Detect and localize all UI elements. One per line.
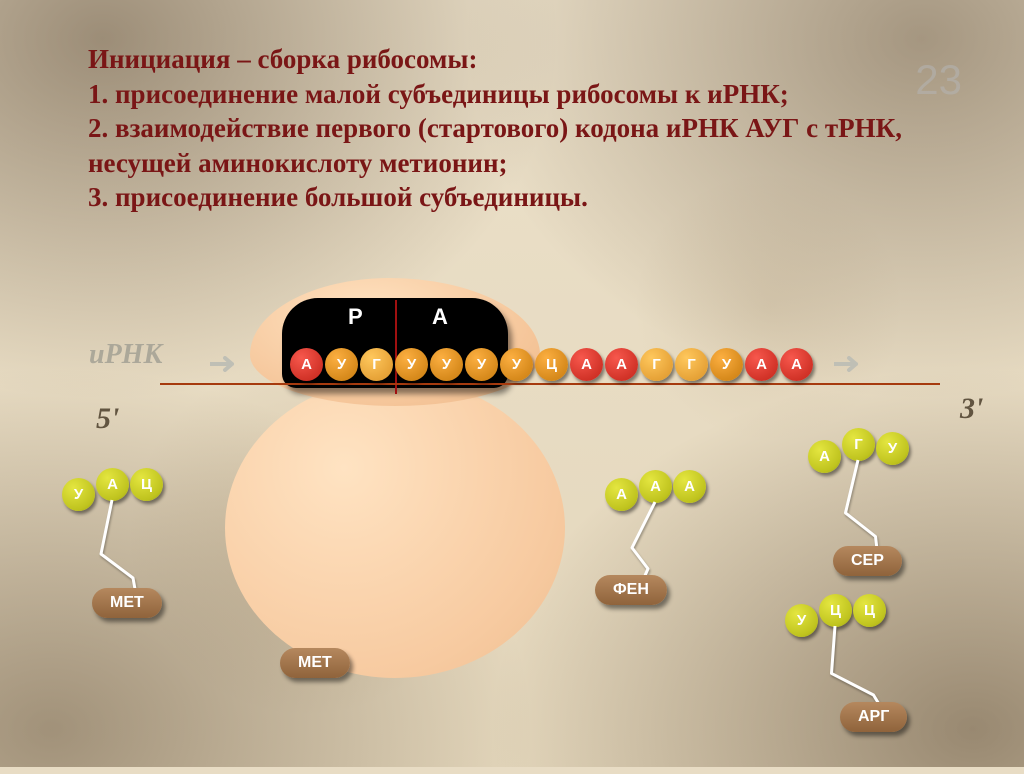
mrna-nt: Г	[675, 348, 708, 381]
mrna-nt: У	[500, 348, 533, 381]
amino-acid-pill: МЕТ	[280, 648, 350, 678]
mrna-label: иРНК	[89, 339, 162, 371]
trna-arg: УЦЦАРГ	[785, 594, 886, 627]
amino-acid-pill: СЕР	[833, 546, 902, 576]
mrna-nt: А	[290, 348, 323, 381]
mrna-nt: А	[605, 348, 638, 381]
amino-acid-pill: ФЕН	[595, 575, 667, 605]
mrna-nt: Г	[360, 348, 393, 381]
trna-backbone	[798, 448, 958, 608]
mrna-nt: У	[710, 348, 743, 381]
mrna-nt: Г	[640, 348, 673, 381]
mrna-nt: У	[325, 348, 358, 381]
site-label-a: А	[432, 304, 448, 330]
mrna-nt: А	[745, 348, 778, 381]
trna-ser: АГУСЕР	[808, 428, 909, 461]
mrna-nt: У	[430, 348, 463, 381]
ribosome-large-subunit	[225, 378, 565, 678]
trna-fen: АААФЕН	[605, 470, 706, 503]
mrna-nt: У	[395, 348, 428, 381]
mrna-nt: У	[465, 348, 498, 381]
diagram: Р А иРНК 5' 3' АУГУУУУЦААГГУАА УАЦМЕТМЕТ…	[0, 0, 1024, 767]
mrna-line	[160, 383, 940, 385]
arrow-left	[210, 356, 240, 372]
site-label-p: Р	[348, 304, 363, 330]
mrna-nt: А	[570, 348, 603, 381]
five-prime-label: 5'	[96, 402, 119, 436]
mrna-nt: Ц	[535, 348, 568, 381]
trna-backbone	[52, 488, 212, 648]
mrna-nt: А	[780, 348, 813, 381]
mrna-strip: АУГУУУУЦААГГУАА	[290, 348, 813, 381]
trna-met1: УАЦМЕТ	[62, 468, 163, 501]
amino-acid-pill: МЕТ	[92, 588, 162, 618]
arrow-right	[834, 356, 864, 372]
three-prime-label: 3'	[960, 392, 983, 426]
amino-acid-pill: АРГ	[840, 702, 907, 732]
trna-backbone	[595, 490, 755, 650]
trna-backbone	[775, 614, 935, 774]
